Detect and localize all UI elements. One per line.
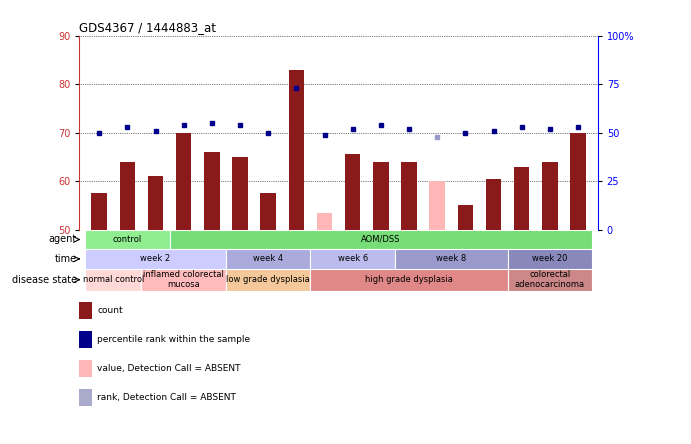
Bar [429,181,445,230]
Text: normal control: normal control [83,275,144,284]
Text: rank, Detection Call = ABSENT: rank, Detection Call = ABSENT [97,393,236,402]
Bar [316,213,332,230]
Bar [226,269,310,291]
Text: week 20: week 20 [532,254,567,263]
Bar [514,166,529,230]
Bar [85,269,142,291]
Bar [85,230,169,249]
Text: agent: agent [48,234,77,245]
Text: count: count [97,306,123,315]
Bar [345,155,361,230]
Bar [570,133,586,230]
Bar [401,162,417,230]
Bar [85,249,226,269]
Bar [373,162,388,230]
Bar [169,230,592,249]
Text: high grade dysplasia: high grade dysplasia [365,275,453,284]
Bar [508,269,592,291]
Text: colorectal
adenocarcinoma: colorectal adenocarcinoma [515,270,585,289]
Bar [395,249,508,269]
Bar [176,133,191,230]
Bar [542,162,558,230]
Text: value, Detection Call = ABSENT: value, Detection Call = ABSENT [97,364,241,373]
Text: low grade dysplasia: low grade dysplasia [226,275,310,284]
Bar [148,176,163,230]
Bar [289,70,304,230]
Text: AOM/DSS: AOM/DSS [361,235,401,244]
Bar [486,179,501,230]
Bar [508,249,592,269]
Text: inflamed colorectal
mucosa: inflamed colorectal mucosa [143,270,224,289]
Bar [226,249,310,269]
Bar [120,162,135,230]
Text: week 8: week 8 [436,254,466,263]
Bar [261,193,276,230]
Text: control: control [113,235,142,244]
Text: week 6: week 6 [337,254,368,263]
Text: week 4: week 4 [253,254,283,263]
Bar [204,152,220,230]
Text: time: time [55,254,77,264]
Bar [91,193,107,230]
Bar [232,157,248,230]
Text: GDS4367 / 1444883_at: GDS4367 / 1444883_at [79,21,216,34]
Text: percentile rank within the sample: percentile rank within the sample [97,335,251,344]
Text: week 2: week 2 [140,254,171,263]
Bar [310,249,395,269]
Text: disease state: disease state [12,275,77,285]
Bar [457,206,473,230]
Bar [310,269,508,291]
Bar [142,269,226,291]
